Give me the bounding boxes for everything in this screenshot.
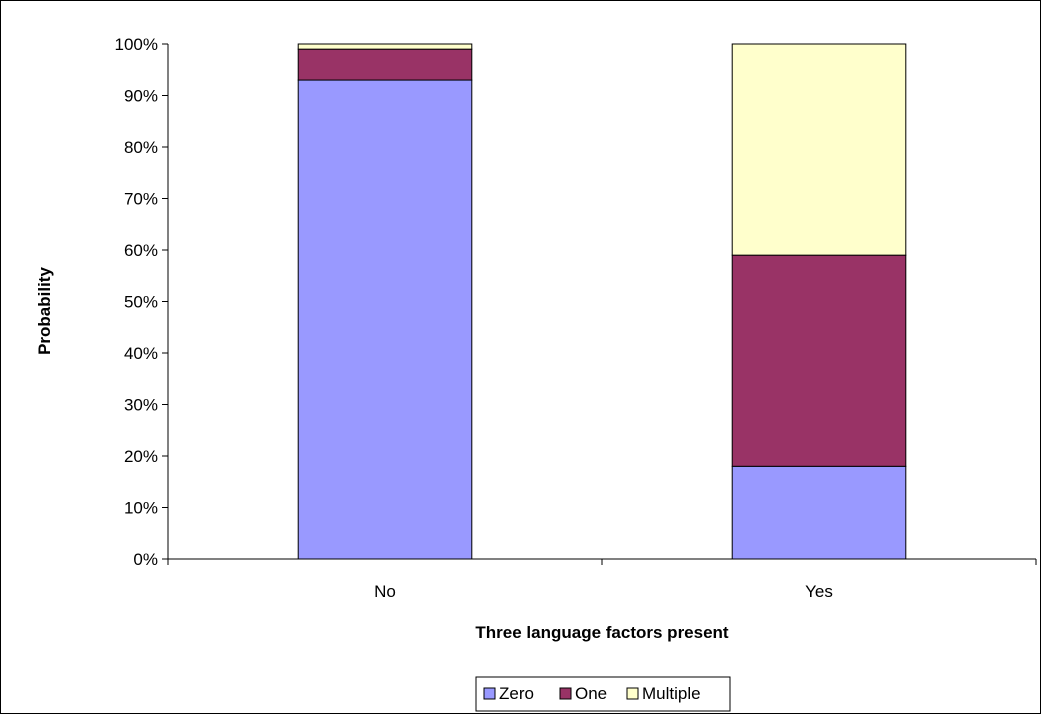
y-tick-label: 0% <box>133 550 158 569</box>
bar-segment-one <box>731 254 907 467</box>
legend-label: One <box>575 684 607 703</box>
legend-swatch <box>559 687 572 700</box>
bar-segment-zero <box>297 79 473 560</box>
legend: Zero One Multiple <box>475 676 731 712</box>
legend-items: Zero One Multiple <box>483 684 701 703</box>
bars-group <box>297 43 907 560</box>
bar-segment-zero <box>731 465 907 560</box>
y-tick-label: 30% <box>124 396 158 415</box>
y-tick-label: 10% <box>124 499 158 518</box>
legend-swatch <box>626 687 639 700</box>
y-ticks-group: 0% 10% 20% 30% 40% 50% 60% 70% 80% 90% 100% <box>115 35 168 569</box>
y-tick-label: 20% <box>124 447 158 466</box>
y-tick-label: 50% <box>124 293 158 312</box>
bar-segment-multiple <box>731 43 907 256</box>
y-tick-label: 80% <box>124 138 158 157</box>
x-axis-title: Three language factors present <box>475 623 729 642</box>
legend-box <box>475 676 731 712</box>
y-tick-label: 40% <box>124 344 158 363</box>
bar-segment-multiple <box>297 43 473 50</box>
y-tick-label: 60% <box>124 241 158 260</box>
y-tick-label: 90% <box>124 87 158 106</box>
y-axis-title: Probability <box>35 267 54 355</box>
legend-swatch <box>483 687 496 700</box>
x-tick-label: No <box>374 582 396 601</box>
y-tick-label: 100% <box>115 35 158 54</box>
bar-segment-one <box>297 48 473 81</box>
legend-label: Zero <box>499 684 534 703</box>
x-ticks-group: No Yes <box>167 559 1037 601</box>
x-tick-label: Yes <box>805 582 833 601</box>
legend-label: Multiple <box>642 684 701 703</box>
y-tick-label: 70% <box>124 190 158 209</box>
